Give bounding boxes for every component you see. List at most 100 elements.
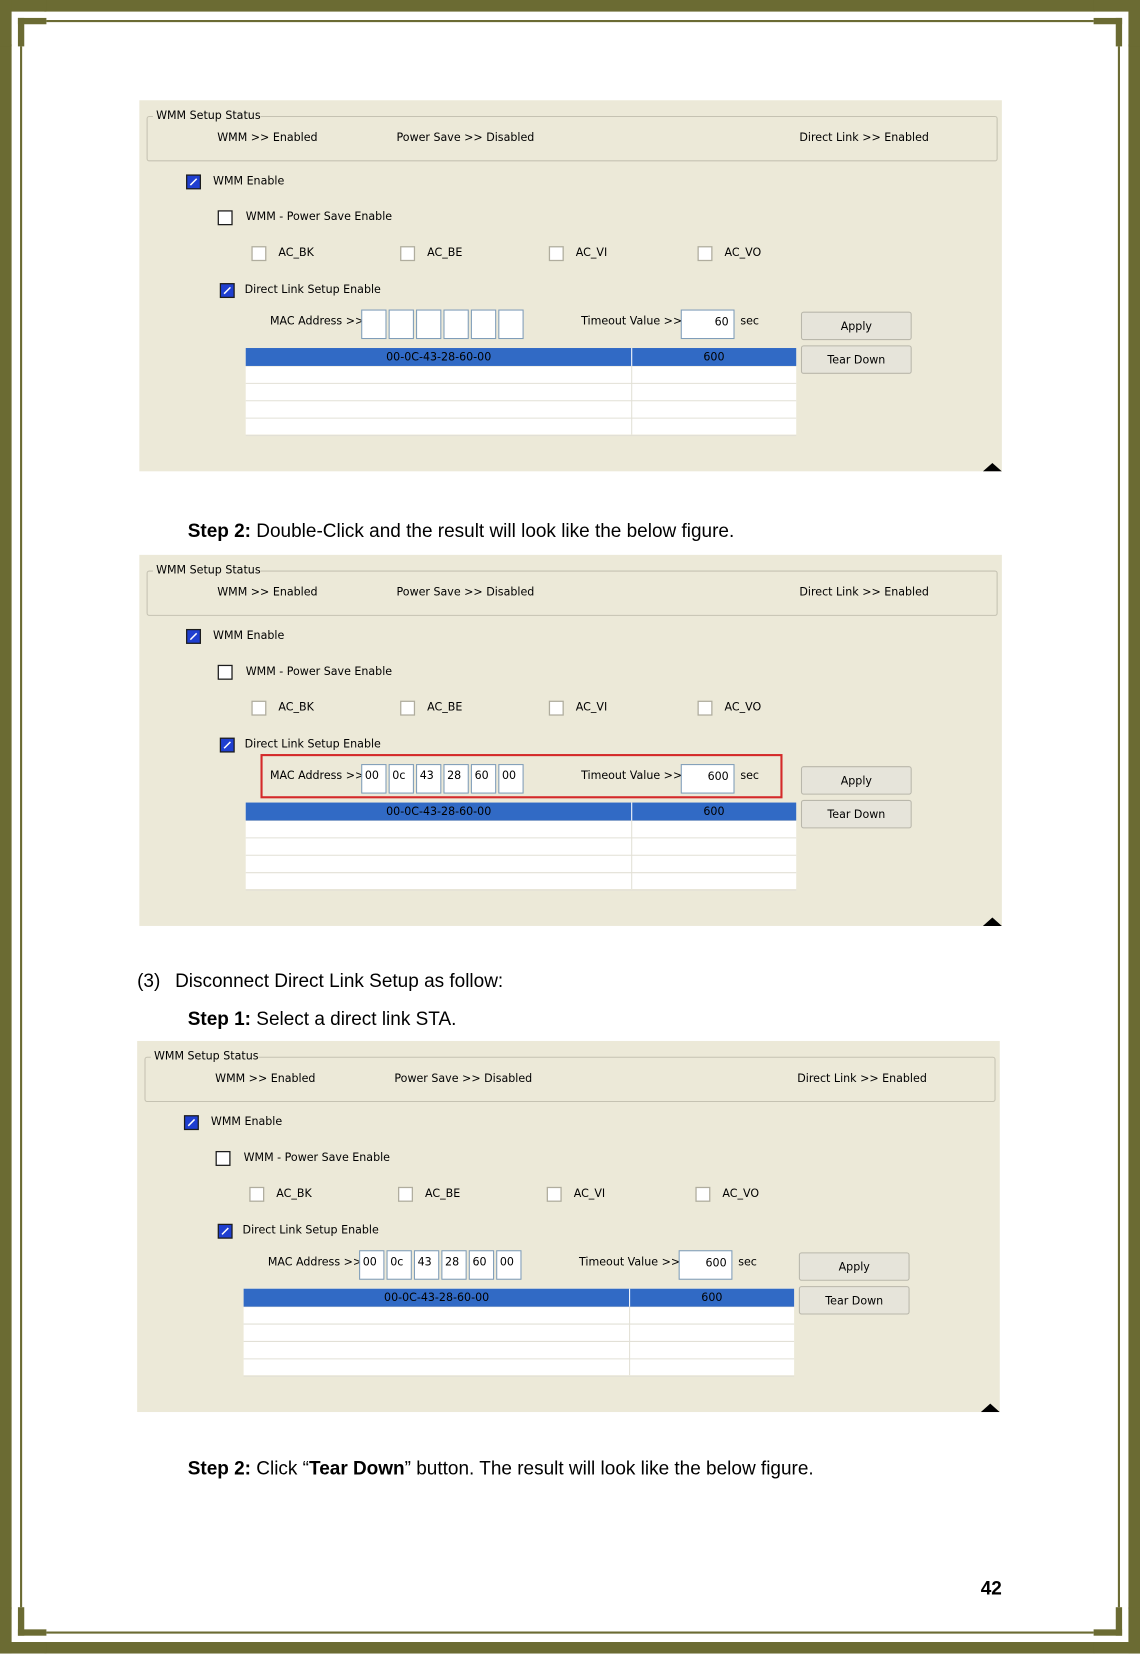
mac-field[interactable] [443,764,469,794]
button-label[interactable]: Apply [841,774,873,787]
button[interactable] [800,766,912,795]
group-title-bg [152,109,261,123]
table-cell: 600 [703,805,724,818]
step-bold: Tear Down [309,1457,405,1479]
group-title: WMM Setup Status [156,109,261,122]
field-label: MAC Address >> [270,315,364,328]
table-row-selected[interactable] [245,802,797,821]
mac-field[interactable] [388,764,414,794]
table-cell: 00-0C-43-28-60-00 [386,805,491,818]
table-row-selected[interactable] [245,348,797,366]
timeout-field[interactable] [680,764,735,794]
button-label[interactable]: Apply [839,1261,871,1274]
field-label: Timeout Value >> [580,769,682,782]
group-title: WMM Setup Status [156,564,261,577]
button[interactable] [798,1252,910,1281]
step-line: Step 1: Select a direct link STA. [188,1007,457,1030]
collapse-arrow[interactable] [980,1403,1000,1413]
mac-field[interactable] [496,1250,522,1280]
mac-value: 43 [418,1255,432,1268]
unit-label: sec [740,769,759,782]
section-number: (3) [137,970,161,992]
checkbox [548,700,564,716]
checkmark [189,632,198,641]
button-label[interactable]: Tear Down [826,808,885,821]
button-label[interactable]: Apply [841,320,873,333]
mac-field[interactable] [361,309,387,340]
button[interactable] [798,1286,910,1315]
checkbox-label: AC_VI [576,701,607,714]
timeout-value: 600 [705,1256,726,1269]
mac-field[interactable] [416,764,442,794]
mac-value: 00 [502,769,516,782]
checkbox[interactable] [217,210,233,226]
table-cell: 600 [701,1291,722,1304]
checkbox [697,700,713,716]
timeout-field[interactable] [680,309,735,340]
checkbox-label: WMM Enable [213,629,284,642]
collapse-arrow[interactable] [982,462,1002,472]
step-label: Step 2: [187,519,252,542]
field-label: Timeout Value >> [580,315,682,328]
field-label: MAC Address >> [270,769,364,782]
button[interactable] [800,799,912,829]
screenshot-panel: WMM Setup Status WMM >> Enabled Power Save… [139,100,1002,472]
checkmark [189,178,198,186]
checkbox-label: WMM - Power Save Enable [244,1151,391,1164]
button-label[interactable]: Tear Down [824,1294,883,1307]
checkbox-label: AC_BK [278,246,314,259]
status-text: Power Save >> Disabled [397,131,535,144]
mac-field[interactable] [498,764,524,794]
mac-field[interactable] [468,1250,495,1280]
checkbox[interactable] [217,664,233,680]
step-text: Click “ [251,1457,310,1479]
unit-label: sec [740,315,759,328]
group-box [146,116,998,162]
checkbox [400,700,416,716]
mac-field[interactable] [359,1250,385,1280]
mac-value: 00 [500,1255,514,1268]
mac-field[interactable] [443,309,469,340]
mac-field[interactable] [416,309,442,340]
mac-field[interactable] [470,764,497,794]
table-cell: 00-0C-43-28-60-00 [384,1291,489,1304]
status-text: Direct Link >> Enabled [797,1072,927,1085]
table-row-selected[interactable] [243,1288,795,1307]
button-label[interactable]: Tear Down [826,354,885,367]
checkbox-label: AC_BK [278,701,314,714]
mac-field[interactable] [413,1250,440,1280]
step-line: Step 2: Click “Tear Down” button. The re… [188,1456,814,1479]
checkbox-label: AC_VO [725,246,762,259]
field-label: MAC Address >> [268,1255,362,1268]
mac-field[interactable] [441,1250,467,1280]
status-text: Direct Link >> Enabled [799,131,929,144]
checkbox-label: AC_VO [722,1187,759,1200]
mac-field[interactable] [361,764,387,794]
mac-field[interactable] [388,309,414,340]
group-box [144,1056,996,1103]
step-line: Step 2: Double-Click and the result will… [188,519,735,542]
checkbox [400,246,416,262]
checkbox-label: WMM Enable [213,174,284,187]
checkbox [249,1186,265,1202]
button[interactable] [800,311,912,341]
mac-value: 43 [420,769,434,782]
checkbox[interactable] [215,1150,231,1166]
checkbox [546,1186,562,1202]
checkbox-label: Direct Link Setup Enable [243,1224,379,1237]
collapse-arrow[interactable] [982,917,1002,926]
mac-field[interactable] [470,309,497,340]
status-text: WMM >> Enabled [215,1072,315,1085]
mac-field[interactable] [386,1250,412,1280]
page-number: 42 [980,1577,1002,1599]
mac-value: 0c [392,769,405,782]
mac-value: 28 [445,1255,459,1268]
highlight-box [260,754,783,799]
status-text: WMM >> Enabled [217,131,317,144]
timeout-value: 60 [715,316,729,329]
group-title: WMM Setup Status [154,1050,259,1063]
button[interactable] [800,345,912,374]
mac-field[interactable] [498,309,524,340]
timeout-field[interactable] [678,1250,733,1280]
